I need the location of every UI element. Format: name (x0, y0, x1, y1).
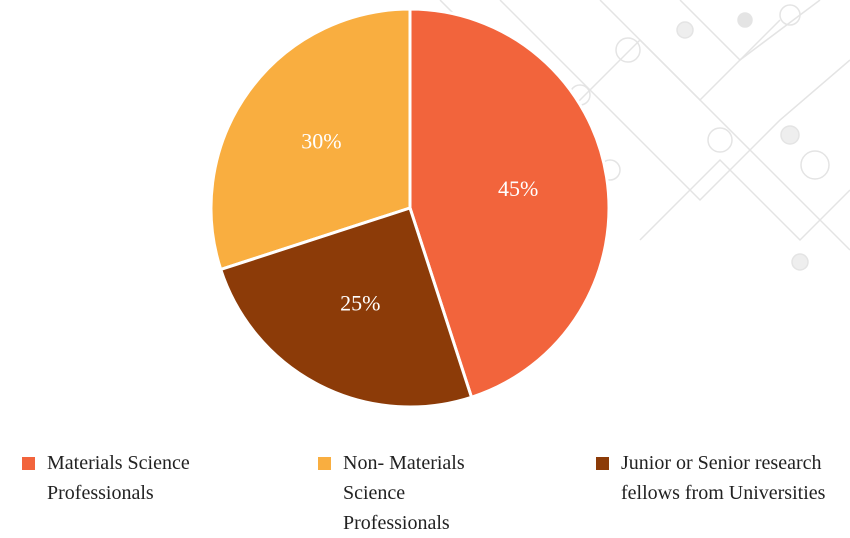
data-label: 25% (340, 291, 380, 316)
data-label: 45% (498, 176, 538, 201)
legend-swatch (318, 457, 331, 470)
legend-swatch (22, 457, 35, 470)
legend-label: Materials Science Professionals (47, 448, 237, 508)
pie: 45% 30% 25% (211, 9, 609, 407)
page: {"chart_data": {"type": "pie", "categori… (0, 0, 850, 535)
legend-item: Materials Science Professionals (22, 448, 237, 508)
legend-item: Non- Materials Science Professionals (318, 448, 513, 538)
legend-item: Junior or Senior research fellows from U… (596, 448, 850, 508)
legend-label: Junior or Senior research fellows from U… (621, 448, 850, 508)
legend-swatch (596, 457, 609, 470)
data-label: 30% (301, 129, 341, 154)
legend-label: Non- Materials Science Professionals (343, 448, 513, 538)
